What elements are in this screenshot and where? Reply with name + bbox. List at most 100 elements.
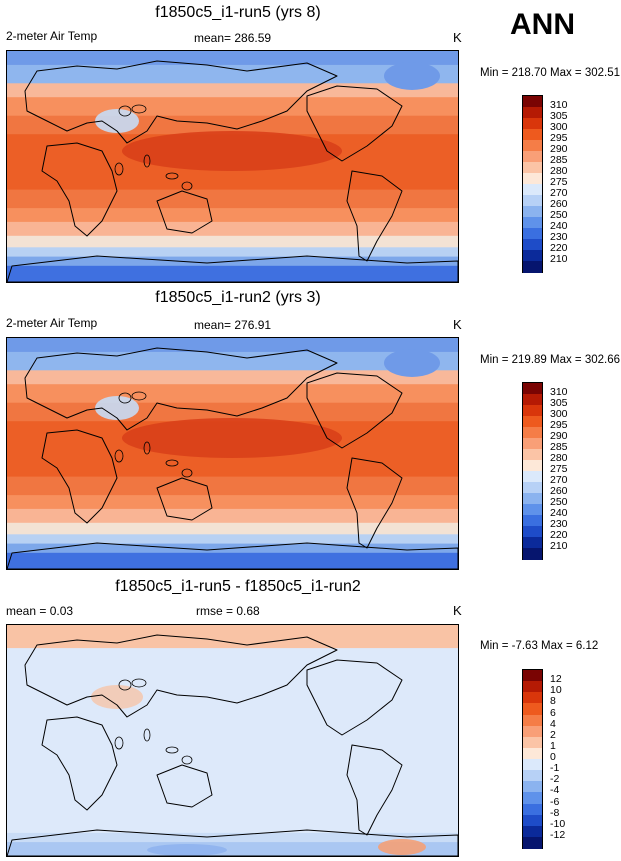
panel-1-colorbar bbox=[522, 95, 543, 273]
colorbar-tick-label: 285 bbox=[550, 441, 568, 453]
warm-pool-region bbox=[122, 131, 342, 171]
colorbar-segment bbox=[523, 526, 542, 538]
colorbar-segment bbox=[523, 460, 542, 472]
island-outline bbox=[165, 746, 179, 754]
colorbar-tick-label: 250 bbox=[550, 496, 568, 508]
colorbar-tick-label: 240 bbox=[550, 220, 568, 232]
continent-outline bbox=[156, 477, 213, 521]
colorbar-segment bbox=[523, 195, 542, 207]
panel-1-map-svg bbox=[7, 51, 458, 282]
colorbar-segment bbox=[523, 129, 542, 141]
colorbar-tick-label: 275 bbox=[550, 463, 568, 475]
island-outline bbox=[131, 391, 147, 401]
colorbar-tick-label: 210 bbox=[550, 253, 568, 265]
island-outline bbox=[118, 105, 132, 117]
colorbar-tick-label: 0 bbox=[550, 751, 556, 763]
colorbar-segment bbox=[523, 261, 542, 273]
temperature-band bbox=[7, 370, 458, 385]
colorbar-segment bbox=[523, 151, 542, 163]
continent-outline bbox=[7, 829, 458, 856]
colorbar-segment bbox=[523, 537, 542, 549]
colorbar-segment bbox=[523, 394, 542, 406]
colorbar-tick-label: -4 bbox=[550, 784, 560, 797]
colorbar-segment bbox=[523, 548, 542, 560]
colorbar-tick-label: 290 bbox=[550, 430, 568, 442]
colorbar-segment bbox=[523, 703, 542, 715]
colorbar-tick-label: 295 bbox=[550, 132, 568, 144]
panel-2-map-svg bbox=[7, 338, 458, 569]
temperature-band bbox=[7, 552, 458, 569]
colorbar-segment bbox=[523, 140, 542, 152]
colorbar-segment bbox=[523, 427, 542, 439]
panel-2-minmax: Min = 219.89 Max = 302.66 bbox=[480, 354, 621, 366]
panel-2-variable-label: 2-meter Air Temp bbox=[6, 316, 98, 330]
colorbar-tick-label: -10 bbox=[550, 817, 566, 830]
temperature-band bbox=[7, 625, 458, 649]
colorbar-tick-label: 220 bbox=[550, 529, 568, 541]
colorbar-tick-label: 210 bbox=[550, 540, 568, 552]
panel-2-colorbar bbox=[522, 382, 543, 560]
colorbar-tick-label: 270 bbox=[550, 187, 568, 199]
colorbar-tick-label: 260 bbox=[550, 198, 568, 210]
colorbar-segment bbox=[523, 184, 542, 196]
island-outline bbox=[181, 755, 193, 765]
colorbar-tick-label: 12 bbox=[550, 673, 562, 686]
panel-1-map bbox=[6, 50, 459, 283]
continent-outline bbox=[156, 190, 213, 234]
temperature-band bbox=[7, 522, 458, 535]
continent-outline bbox=[156, 764, 213, 808]
island-outline bbox=[165, 459, 179, 467]
colorbar-segment bbox=[523, 792, 542, 804]
colorbar-segment bbox=[523, 814, 542, 827]
diff-warm-region bbox=[91, 685, 143, 709]
colorbar-tick-label: 2 bbox=[550, 728, 556, 741]
colorbar-tick-label: 300 bbox=[550, 408, 568, 420]
island-outline bbox=[181, 181, 193, 191]
colorbar-tick-label: 285 bbox=[550, 154, 568, 166]
colorbar-tick-label: 290 bbox=[550, 143, 568, 155]
island-outline bbox=[114, 449, 124, 463]
colorbar-tick-label: 230 bbox=[550, 231, 568, 243]
greenland-cold-region bbox=[384, 62, 440, 90]
temperature-band bbox=[7, 648, 458, 834]
island-outline bbox=[114, 736, 124, 750]
diff-cold-region bbox=[147, 844, 227, 856]
colorbar-segment bbox=[523, 747, 542, 760]
colorbar-segment bbox=[523, 383, 542, 395]
diff-warm-region bbox=[378, 839, 426, 855]
colorbar-segment bbox=[523, 770, 542, 782]
colorbar-segment bbox=[523, 438, 542, 450]
colorbar-tick-label: 260 bbox=[550, 485, 568, 497]
temperature-band bbox=[7, 97, 458, 117]
colorbar-tick-label: -6 bbox=[550, 795, 560, 808]
temperature-band bbox=[7, 495, 458, 510]
colorbar-segment bbox=[523, 692, 542, 704]
island-outline bbox=[118, 392, 132, 404]
colorbar-segment bbox=[523, 217, 542, 229]
panel-3-title: f1850c5_i1-run5 - f1850c5_i1-run2 bbox=[115, 578, 361, 595]
island-outline bbox=[131, 678, 147, 688]
panel-3-mean: mean = 0.03 bbox=[6, 604, 74, 618]
temperature-band bbox=[7, 235, 458, 248]
colorbar-tick-label: -2 bbox=[550, 773, 560, 786]
colorbar-tick-label: 310 bbox=[550, 386, 568, 398]
colorbar-segment bbox=[523, 482, 542, 494]
continent-outline bbox=[41, 716, 118, 811]
island-outline bbox=[165, 172, 179, 180]
continent-outline bbox=[7, 255, 458, 282]
continent-outline bbox=[24, 60, 338, 144]
colorbar-tick-label: 240 bbox=[550, 507, 568, 519]
panel-1-variable-label: 2-meter Air Temp bbox=[6, 29, 98, 43]
colorbar-segment bbox=[523, 836, 542, 849]
colorbar-segment bbox=[523, 162, 542, 174]
continent-outline bbox=[306, 372, 403, 449]
temperature-band bbox=[7, 384, 458, 404]
colorbar-tick-label: 305 bbox=[550, 110, 568, 122]
temperature-band bbox=[7, 221, 458, 237]
colorbar-tick-label: 280 bbox=[550, 165, 568, 177]
panel-3-minmax: Min = -7.63 Max = 6.12 bbox=[480, 640, 599, 652]
temperature-band bbox=[7, 476, 458, 496]
temperature-band bbox=[7, 351, 458, 371]
panel-1-title: f1850c5_i1-run5 (yrs 8) bbox=[155, 4, 321, 21]
temperature-band bbox=[7, 83, 458, 98]
